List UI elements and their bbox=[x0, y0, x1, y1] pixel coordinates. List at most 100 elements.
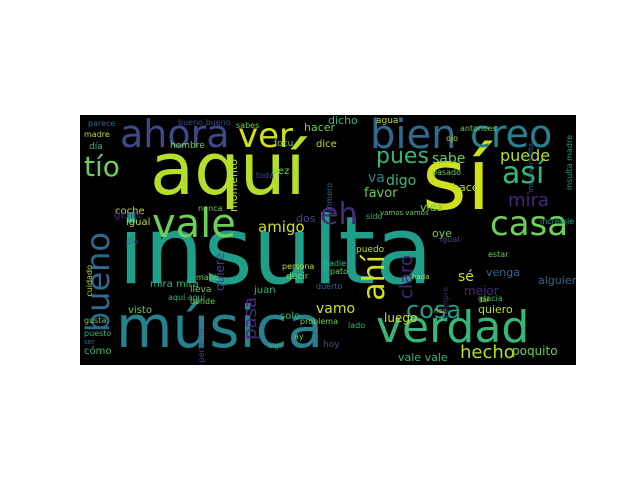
cloud-word: gente bbox=[114, 210, 143, 221]
cloud-word: estar bbox=[488, 250, 509, 259]
cloud-word: vamos vamos bbox=[380, 209, 429, 217]
cloud-word: hoy bbox=[323, 340, 340, 350]
cloud-word: nunca bbox=[198, 204, 223, 213]
cloud-word: madre bbox=[84, 130, 110, 139]
cloud-word: cuidado bbox=[85, 265, 94, 297]
cloud-word: alguien bbox=[538, 274, 576, 287]
cloud-word: creo bbox=[470, 115, 553, 156]
cloud-word: tal bbox=[480, 296, 489, 304]
cloud-word: venga bbox=[486, 266, 520, 279]
cloud-word: eh bbox=[320, 197, 358, 232]
cloud-word: ahora bbox=[120, 115, 230, 156]
cloud-word: risa bbox=[434, 307, 447, 315]
cloud-word: igual bbox=[440, 235, 460, 244]
cloud-word: siempre bbox=[441, 287, 450, 320]
cloud-word: problema bbox=[300, 317, 339, 326]
cloud-word: bien bbox=[370, 115, 457, 158]
cloud-word: vale bbox=[152, 201, 236, 247]
cloud-word: gusta bbox=[84, 316, 107, 325]
cloud-word: ay bbox=[294, 332, 304, 341]
cloud-word: hacer bbox=[304, 121, 336, 134]
cloud-word: agua bbox=[376, 116, 399, 126]
cloud-word: insulta insulta bbox=[527, 143, 535, 193]
cloud-word: dicho bbox=[328, 115, 358, 127]
cloud-word: música bbox=[116, 293, 324, 361]
cloud-word: juan bbox=[254, 285, 276, 296]
cloud-word: ahí bbox=[357, 255, 392, 301]
cloud-word: duerto bbox=[316, 282, 343, 291]
cloud-word: primero bbox=[325, 183, 334, 215]
cloud-word: perfecto bbox=[197, 329, 206, 363]
cloud-word: pato bbox=[330, 267, 349, 276]
cloud-word: toda bbox=[256, 171, 275, 180]
cloud-word: pasado bbox=[432, 168, 462, 177]
cloud-word: bueno bueno bbox=[178, 118, 231, 127]
cloud-word: igual bbox=[126, 217, 151, 228]
cloud-word: vez bbox=[272, 166, 290, 177]
cloud-word: pues bbox=[376, 144, 429, 169]
cloud-word: persona bbox=[282, 262, 315, 271]
cloud-word: va bbox=[368, 170, 385, 186]
cloud-word: antonces bbox=[460, 124, 497, 133]
cloud-word: momento bbox=[227, 159, 240, 212]
cloud-word: oye bbox=[432, 227, 453, 240]
cloud-word: parece bbox=[88, 119, 116, 128]
cloud-word: puesto bbox=[84, 329, 112, 338]
cloud-word: sé bbox=[458, 269, 474, 285]
cloud-word: visto bbox=[128, 305, 152, 316]
cloud-word: coche bbox=[115, 206, 145, 217]
cloud-word: mano bbox=[196, 273, 219, 282]
cloud-word: insulta madre bbox=[565, 135, 574, 191]
cloud-word: así bbox=[502, 156, 545, 191]
cloud-word: dio bbox=[126, 237, 139, 246]
cloud-word: nada bbox=[412, 273, 430, 281]
cloud-word: aquí bbox=[150, 127, 306, 211]
cloud-word: vida bbox=[420, 201, 444, 214]
cloud-word: quiero bbox=[478, 303, 513, 316]
cloud-word: vamo bbox=[316, 301, 356, 317]
cloud-word: tío bbox=[84, 150, 120, 183]
cloud-word: hace bbox=[452, 181, 479, 194]
word-cloud: insulta aquí sí música verdad ahora bien creo ve… bbox=[80, 115, 576, 365]
cloud-word: digo bbox=[386, 173, 417, 189]
cloud-word: solo bbox=[280, 311, 301, 322]
cloud-word: día bbox=[89, 142, 103, 152]
cloud-word: mejor bbox=[464, 284, 499, 298]
cloud-word: verdad bbox=[376, 302, 530, 353]
cloud-word: luego bbox=[384, 311, 418, 325]
cloud-word: focu bbox=[274, 139, 294, 149]
cloud-word: casa bbox=[490, 204, 569, 244]
cloud-word: puedo bbox=[356, 245, 385, 255]
cloud-word: sí bbox=[422, 130, 491, 230]
cloud-word: favor bbox=[364, 186, 398, 201]
cloud-word: dos bbox=[296, 212, 316, 225]
cloud-word: puede bbox=[500, 146, 551, 165]
cloud-word: dónde bbox=[190, 297, 216, 306]
cloud-word: hombre bbox=[170, 141, 205, 151]
cloud-word: gracia bbox=[478, 294, 503, 303]
cloud-word: cómo bbox=[84, 346, 112, 357]
cloud-word: sabes bbox=[236, 121, 260, 130]
cloud-word: algo bbox=[268, 342, 283, 350]
cloud-word: ver bbox=[238, 116, 294, 156]
cloud-word: poquito bbox=[512, 344, 558, 358]
cloud-word: pasa bbox=[240, 297, 261, 340]
cloud-word: ojo bbox=[446, 134, 459, 143]
cloud-word: insulta bbox=[118, 197, 433, 306]
cloud-word: hecho bbox=[460, 342, 515, 363]
cloud-word: mira bbox=[508, 190, 549, 211]
cloud-word: ser bbox=[84, 338, 95, 346]
cloud-word: mira mira bbox=[150, 279, 199, 290]
cloud-word: decir bbox=[286, 272, 309, 282]
cloud-word: sido bbox=[366, 212, 383, 221]
cloud-word: dice bbox=[316, 139, 337, 150]
cloud-word: aquí aquí bbox=[168, 293, 206, 302]
cloud-word: sabe bbox=[432, 151, 466, 167]
cloud-word: cosa bbox=[406, 296, 462, 324]
cloud-word: vale vale bbox=[398, 351, 448, 364]
cloud-word: lleva bbox=[190, 285, 212, 295]
cloud-word: increíble bbox=[540, 217, 575, 226]
cloud-word: amigo bbox=[258, 218, 305, 236]
cloud-word: quiere bbox=[213, 253, 227, 291]
cloud-word: lado bbox=[348, 321, 366, 330]
